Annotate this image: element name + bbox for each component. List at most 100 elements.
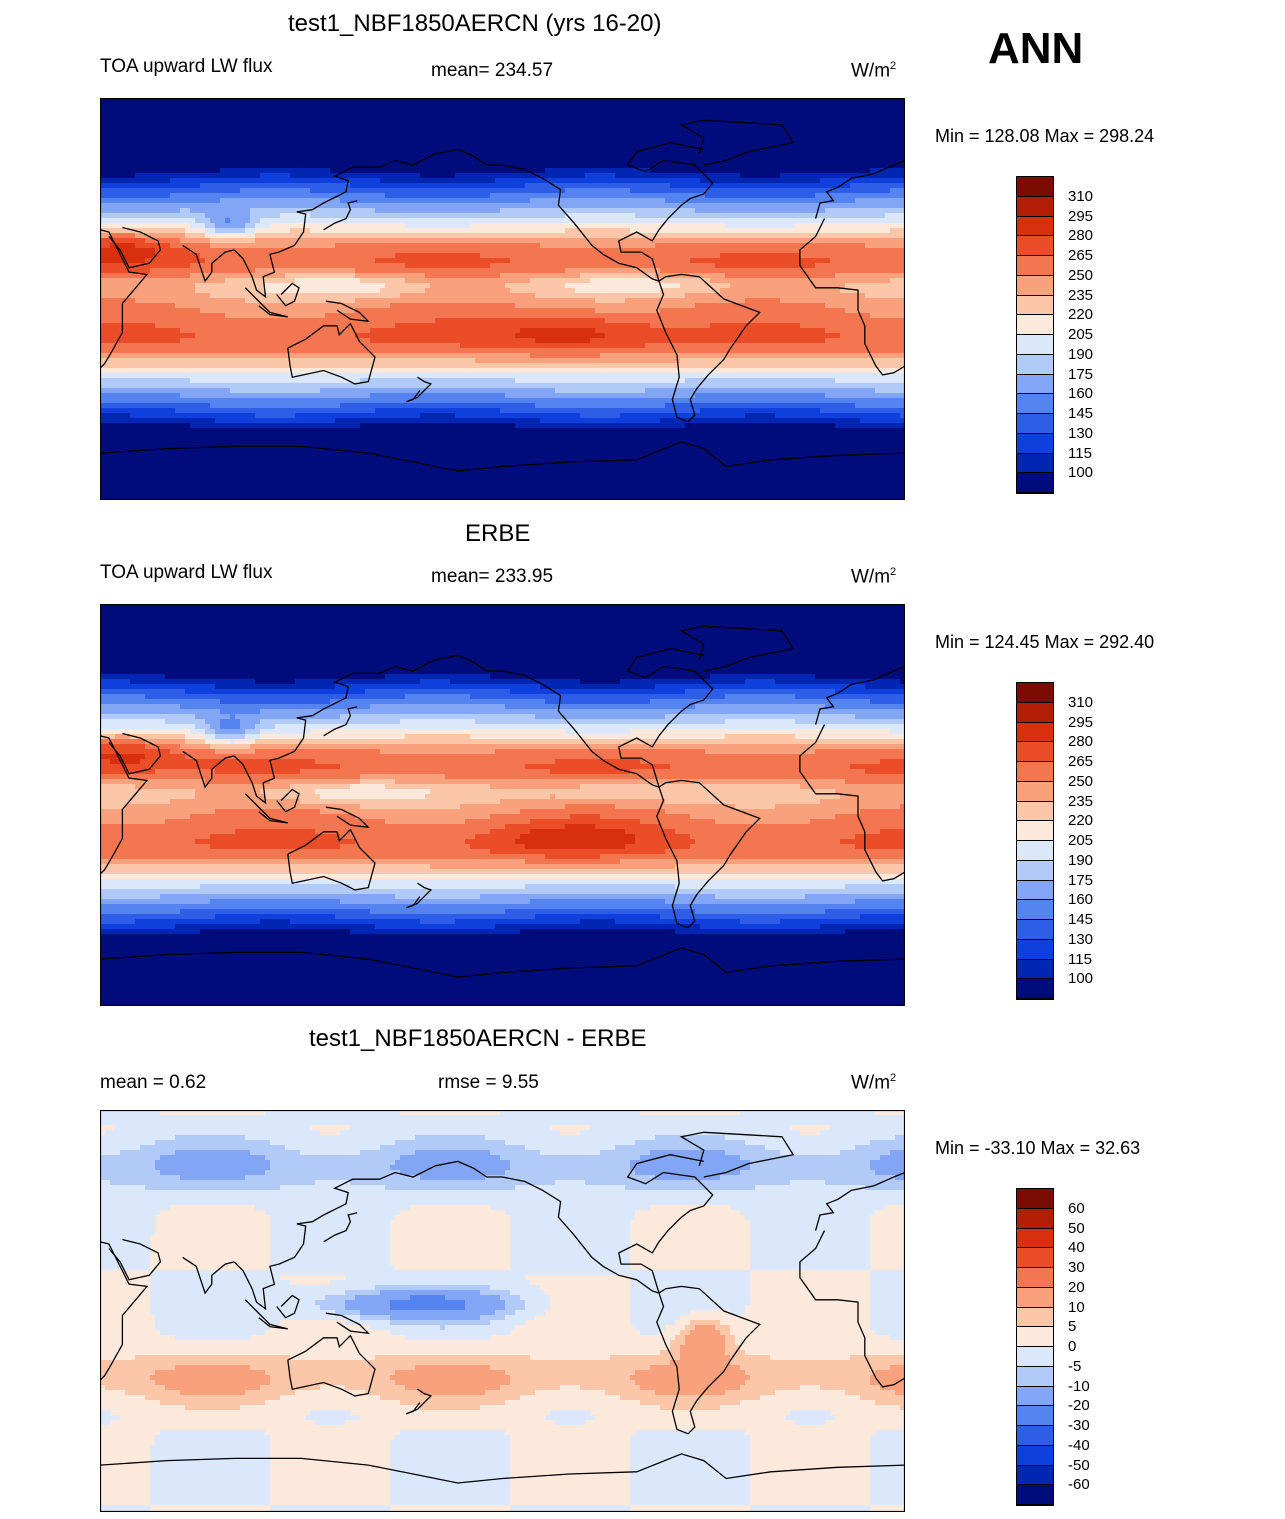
field-cell xyxy=(410,208,416,214)
field-cell xyxy=(810,108,816,114)
field-cell xyxy=(375,118,381,124)
field-cell xyxy=(790,113,796,119)
field-cell xyxy=(200,183,206,189)
field-cell xyxy=(580,158,586,164)
field-cell xyxy=(655,113,661,119)
field-cell xyxy=(480,228,486,234)
field-cell xyxy=(700,148,706,154)
field-cell xyxy=(875,188,881,194)
field-cell xyxy=(790,138,796,144)
field-cell xyxy=(335,238,341,244)
field-cell xyxy=(225,163,231,169)
field-cell xyxy=(300,248,306,254)
field-cell xyxy=(680,163,686,169)
field-cell xyxy=(730,248,736,254)
field-cell xyxy=(280,223,286,229)
field-cell xyxy=(425,163,431,169)
field-cell xyxy=(700,98,706,104)
field-cell xyxy=(140,118,146,124)
field-cell xyxy=(535,178,541,184)
field-cell xyxy=(770,228,776,234)
field-cell xyxy=(560,173,566,179)
field-cell xyxy=(380,193,386,199)
field-cell xyxy=(120,243,126,249)
field-cell xyxy=(530,183,536,189)
field-cell xyxy=(705,153,711,159)
field-cell xyxy=(120,168,126,174)
field-cell xyxy=(535,98,541,104)
field-cell xyxy=(780,173,786,179)
field-cell xyxy=(690,243,696,249)
field-cell xyxy=(490,213,496,219)
field-cell xyxy=(675,153,681,159)
field-cell xyxy=(290,183,296,189)
field-cell xyxy=(385,113,391,119)
field-cell xyxy=(805,218,811,224)
field-cell xyxy=(180,223,186,229)
field-cell xyxy=(285,118,291,124)
field-cell xyxy=(270,208,276,214)
field-cell xyxy=(745,98,751,104)
field-cell xyxy=(840,198,846,204)
field-cell xyxy=(890,198,896,204)
season-label: ANN xyxy=(988,24,1083,74)
field-cell xyxy=(530,148,536,154)
field-cell xyxy=(875,238,881,244)
field-cell xyxy=(190,158,196,164)
field-cell xyxy=(510,158,516,164)
field-cell xyxy=(700,128,706,134)
field-cell xyxy=(885,173,891,179)
field-cell xyxy=(705,103,711,109)
field-cell xyxy=(260,233,266,239)
field-cell xyxy=(740,223,746,229)
field-cell xyxy=(615,223,621,229)
field-cell xyxy=(730,123,736,129)
field-cell xyxy=(365,108,371,114)
field-cell xyxy=(225,193,231,199)
field-cell xyxy=(415,138,421,144)
field-cell xyxy=(705,223,711,229)
field-cell xyxy=(470,133,476,139)
field-cell xyxy=(585,223,591,229)
field-cell xyxy=(640,238,646,244)
field-cell xyxy=(660,168,666,174)
field-cell xyxy=(465,158,471,164)
field-cell xyxy=(570,123,576,129)
field-cell xyxy=(435,148,441,154)
field-cell xyxy=(195,178,201,184)
field-cell xyxy=(830,213,836,219)
field-cell xyxy=(510,118,516,124)
field-cell xyxy=(400,208,406,214)
field-cell xyxy=(555,223,561,229)
field-cell xyxy=(170,223,176,229)
field-cell xyxy=(840,133,846,139)
field-cell xyxy=(810,248,816,254)
field-cell xyxy=(680,153,686,159)
field-cell xyxy=(875,198,881,204)
field-cell xyxy=(790,203,796,209)
field-cell xyxy=(200,203,206,209)
field-cell xyxy=(225,178,231,184)
field-cell xyxy=(320,238,326,244)
field-cell xyxy=(900,158,905,164)
field-cell xyxy=(495,183,501,189)
field-cell xyxy=(270,228,276,234)
panel1-minmax: Min = 128.08 Max = 298.24 xyxy=(935,126,1154,147)
field-cell xyxy=(230,213,236,219)
field-cell xyxy=(200,148,206,154)
field-cell xyxy=(630,238,636,244)
field-cell xyxy=(525,198,531,204)
field-cell xyxy=(490,238,496,244)
field-cell xyxy=(640,138,646,144)
field-cell xyxy=(530,238,536,244)
field-cell xyxy=(165,193,171,199)
field-cell xyxy=(370,183,376,189)
field-cell xyxy=(130,98,136,104)
field-cell xyxy=(890,138,896,144)
field-cell xyxy=(775,98,781,104)
field-cell xyxy=(895,178,901,184)
field-cell xyxy=(845,248,851,254)
field-cell xyxy=(655,158,661,164)
field-cell xyxy=(485,138,491,144)
field-cell xyxy=(415,103,421,109)
